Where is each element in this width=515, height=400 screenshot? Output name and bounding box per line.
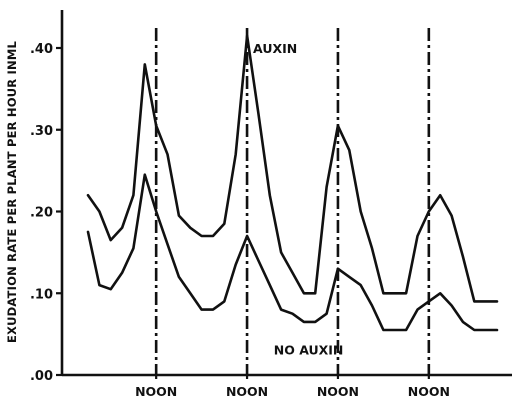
x-tick-label: NOON (408, 384, 450, 399)
annotation-no-auxin: NO AUXIN (274, 342, 344, 357)
series-annotations: AUXIN NO AUXIN (253, 41, 343, 357)
axes (60, 10, 512, 377)
series-layer (86, 34, 499, 332)
y-tick-label: .30 (30, 124, 53, 139)
y-axis-label: EXUDATION RATE PER PLANT PER HOUR INML (5, 41, 19, 343)
y-tick-label: .40 (30, 42, 53, 57)
series-line-auxin (86, 34, 499, 303)
y-ticks: .00 .10 .20 .30 .40 (30, 42, 62, 384)
x-ticks: NOON NOON NOON NOON (135, 375, 450, 399)
series-line-no-auxin (86, 173, 499, 332)
y-tick-label: .10 (30, 287, 53, 302)
annotation-auxin: AUXIN (253, 41, 297, 56)
y-tick-label: .00 (30, 369, 53, 384)
y-tick-label: .20 (30, 206, 53, 221)
x-tick-label: NOON (135, 384, 177, 399)
x-tick-label: NOON (226, 384, 268, 399)
noon-marker-lines (154, 28, 431, 375)
x-tick-label: NOON (317, 384, 359, 399)
